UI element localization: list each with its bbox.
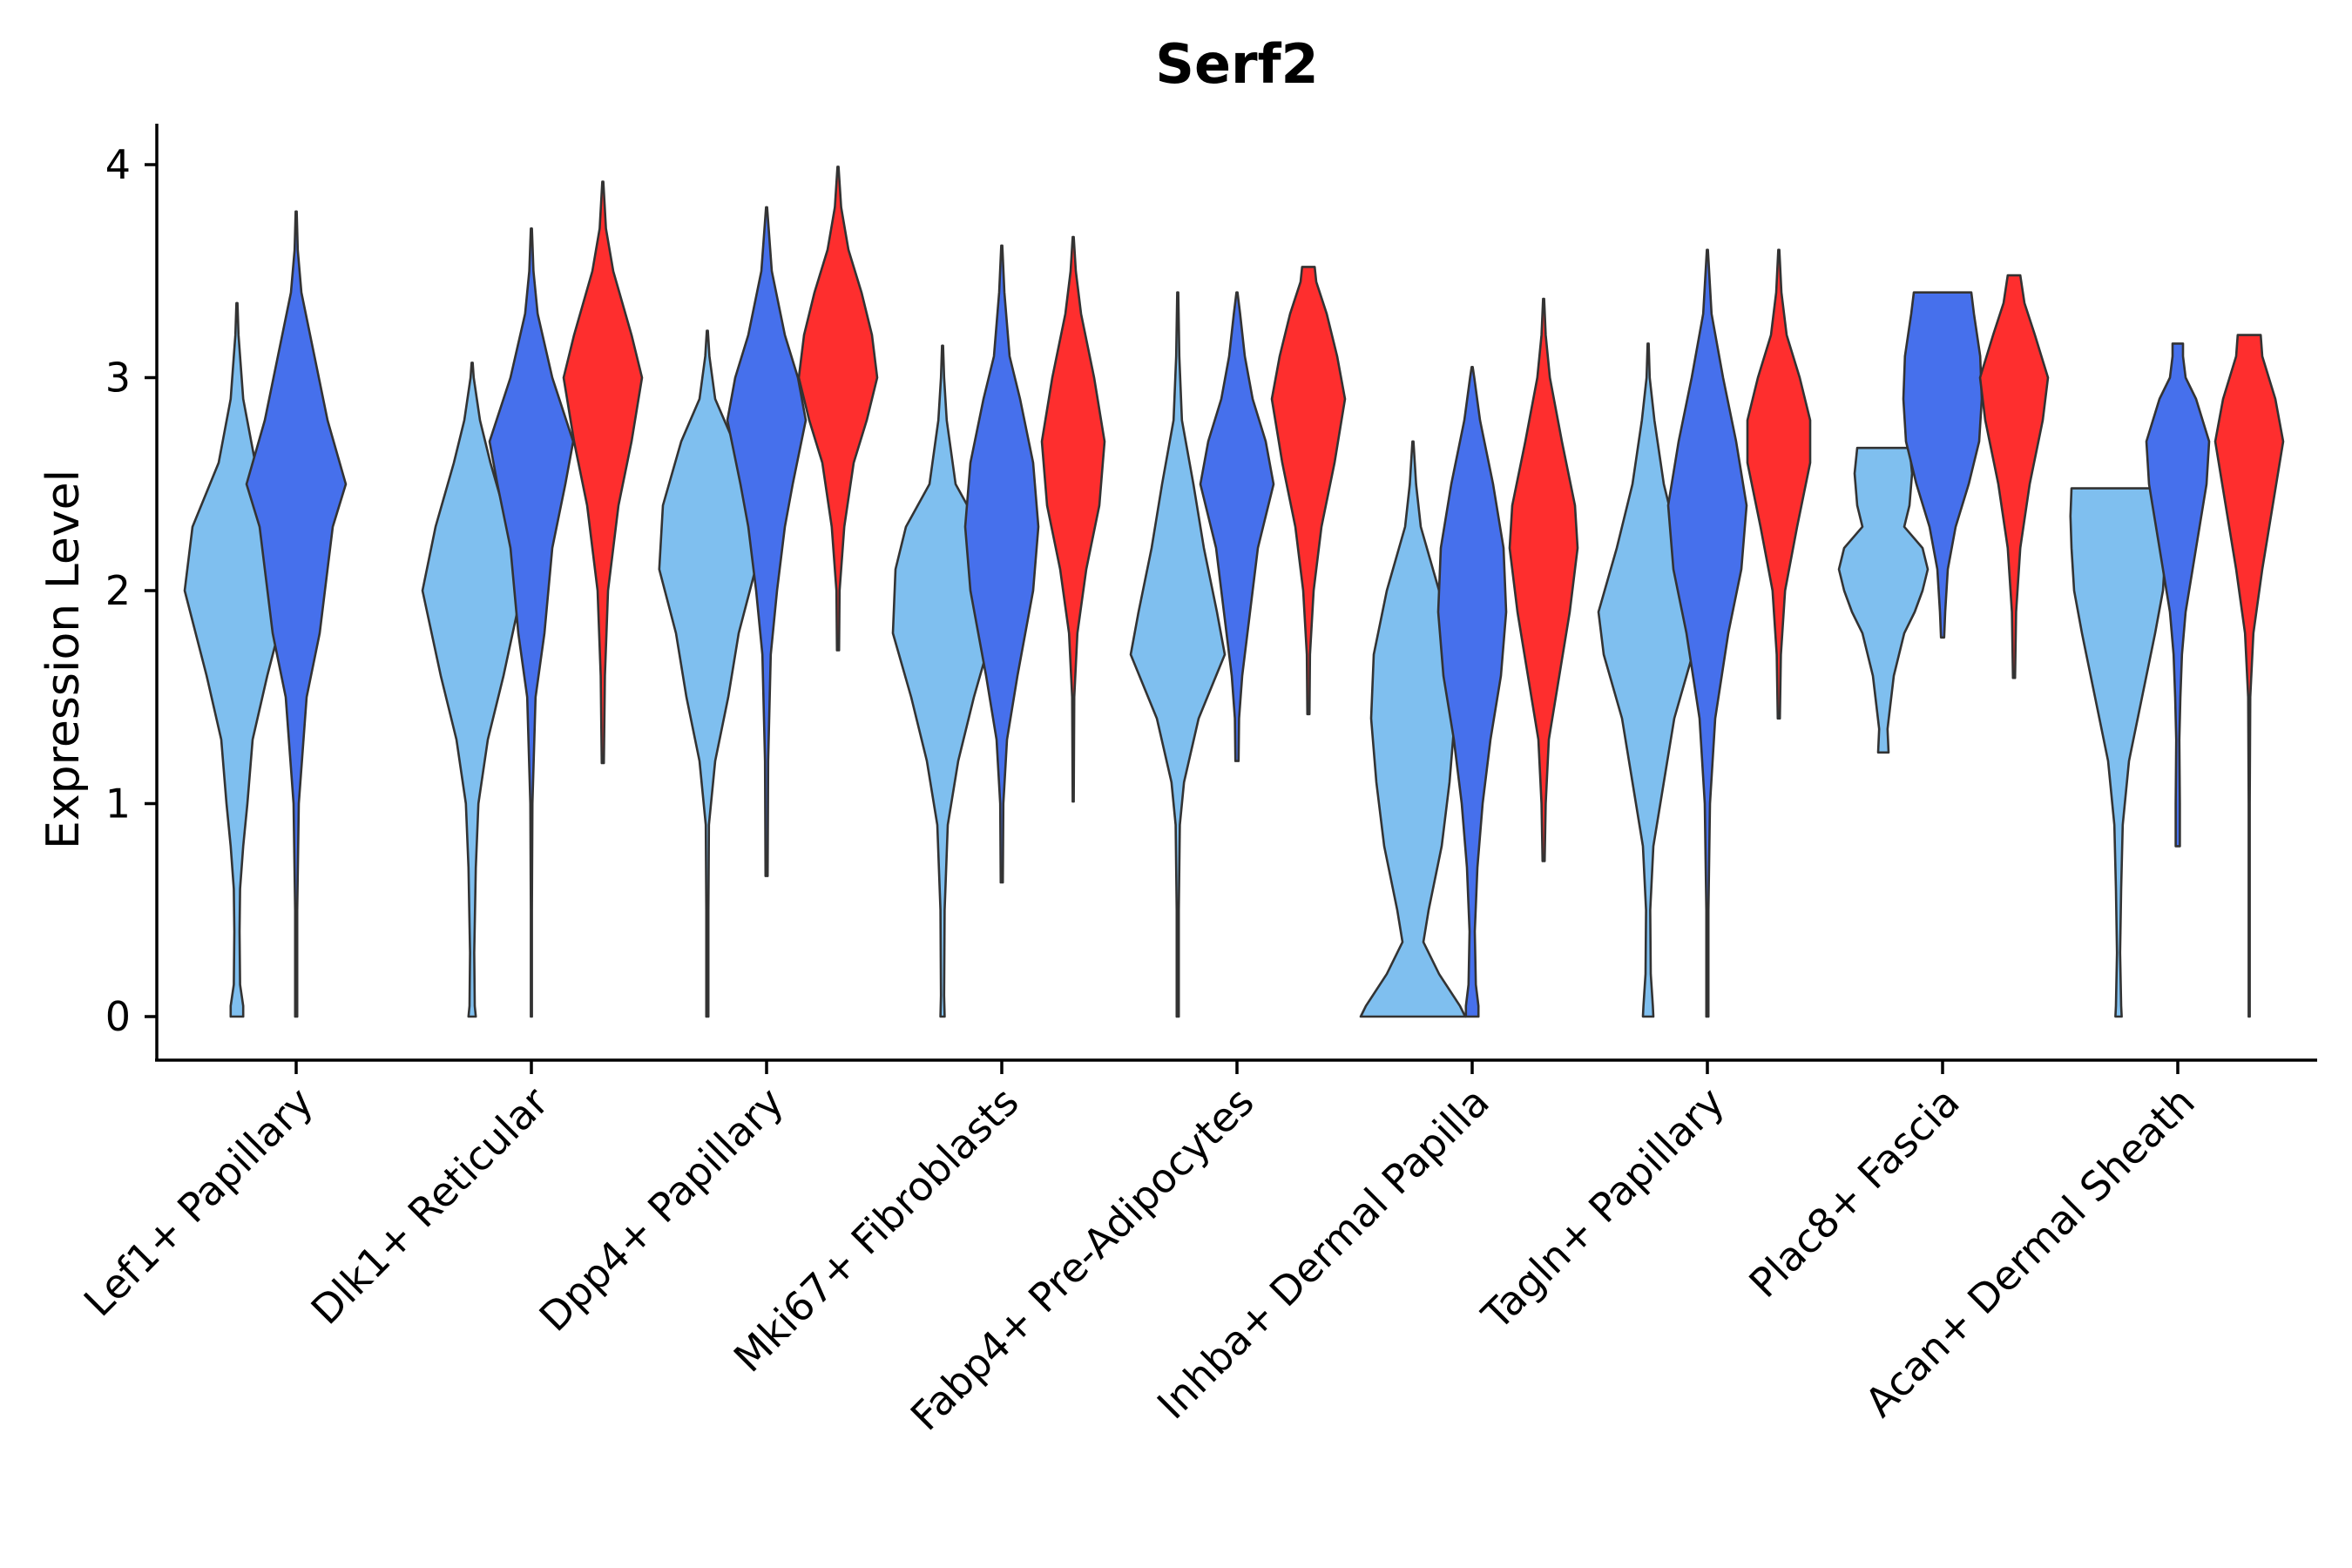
violin-group-2 [726,206,808,877]
x-tick-label: Lef1+ Papillary [75,1078,322,1326]
violin-group-1 [658,329,757,1018]
violin-group-1 [183,301,291,1018]
violin-group-3 [1978,274,2050,679]
x-tick-label: Dlk1+ Reticular [302,1078,558,1334]
y-axis-label: Expression Level [37,470,90,849]
x-tick-label: Dpp4+ Papillary [531,1078,793,1341]
y-tick-label: 0 [105,993,131,1040]
y-tick-label: 4 [105,141,131,188]
violin-group-3 [562,180,644,765]
violin-group-3 [1270,266,1347,716]
violin-group-3 [1746,248,1812,720]
violin-group-2 [1902,291,1984,639]
y-ticks: 0 1 2 3 4 [105,141,157,1040]
violin-group-2 [1436,366,1508,1018]
y-tick-label: 1 [105,781,131,828]
violin-group-1 [1837,446,1930,754]
violin-group-3 [2213,334,2285,1018]
chart-title: Serf2 [1155,32,1318,96]
violin-group-1 [1129,291,1227,1018]
violin-group-1 [1597,342,1700,1018]
violin-group-2 [245,210,348,1018]
violin-group-2 [1666,248,1748,1018]
x-tick-label: Plac8+ Fascia [1740,1078,1968,1307]
x-tick-label: Tagln+ Papillary [1472,1078,1734,1340]
violin-group-2 [488,227,575,1018]
violin-group [183,166,2285,1018]
violin-group-1 [2069,487,2168,1018]
violin-group-1 [1359,440,1467,1018]
violin-group-2 [963,244,1040,884]
violin-group-2 [1199,291,1275,762]
violin-group-2 [2145,342,2211,848]
y-tick-label: 2 [105,567,131,614]
violin-group-3 [797,166,879,652]
violin-group-3 [1508,297,1579,862]
violin-group-1 [421,362,524,1018]
y-tick-label: 3 [105,355,131,402]
violin-group-3 [1040,235,1106,803]
